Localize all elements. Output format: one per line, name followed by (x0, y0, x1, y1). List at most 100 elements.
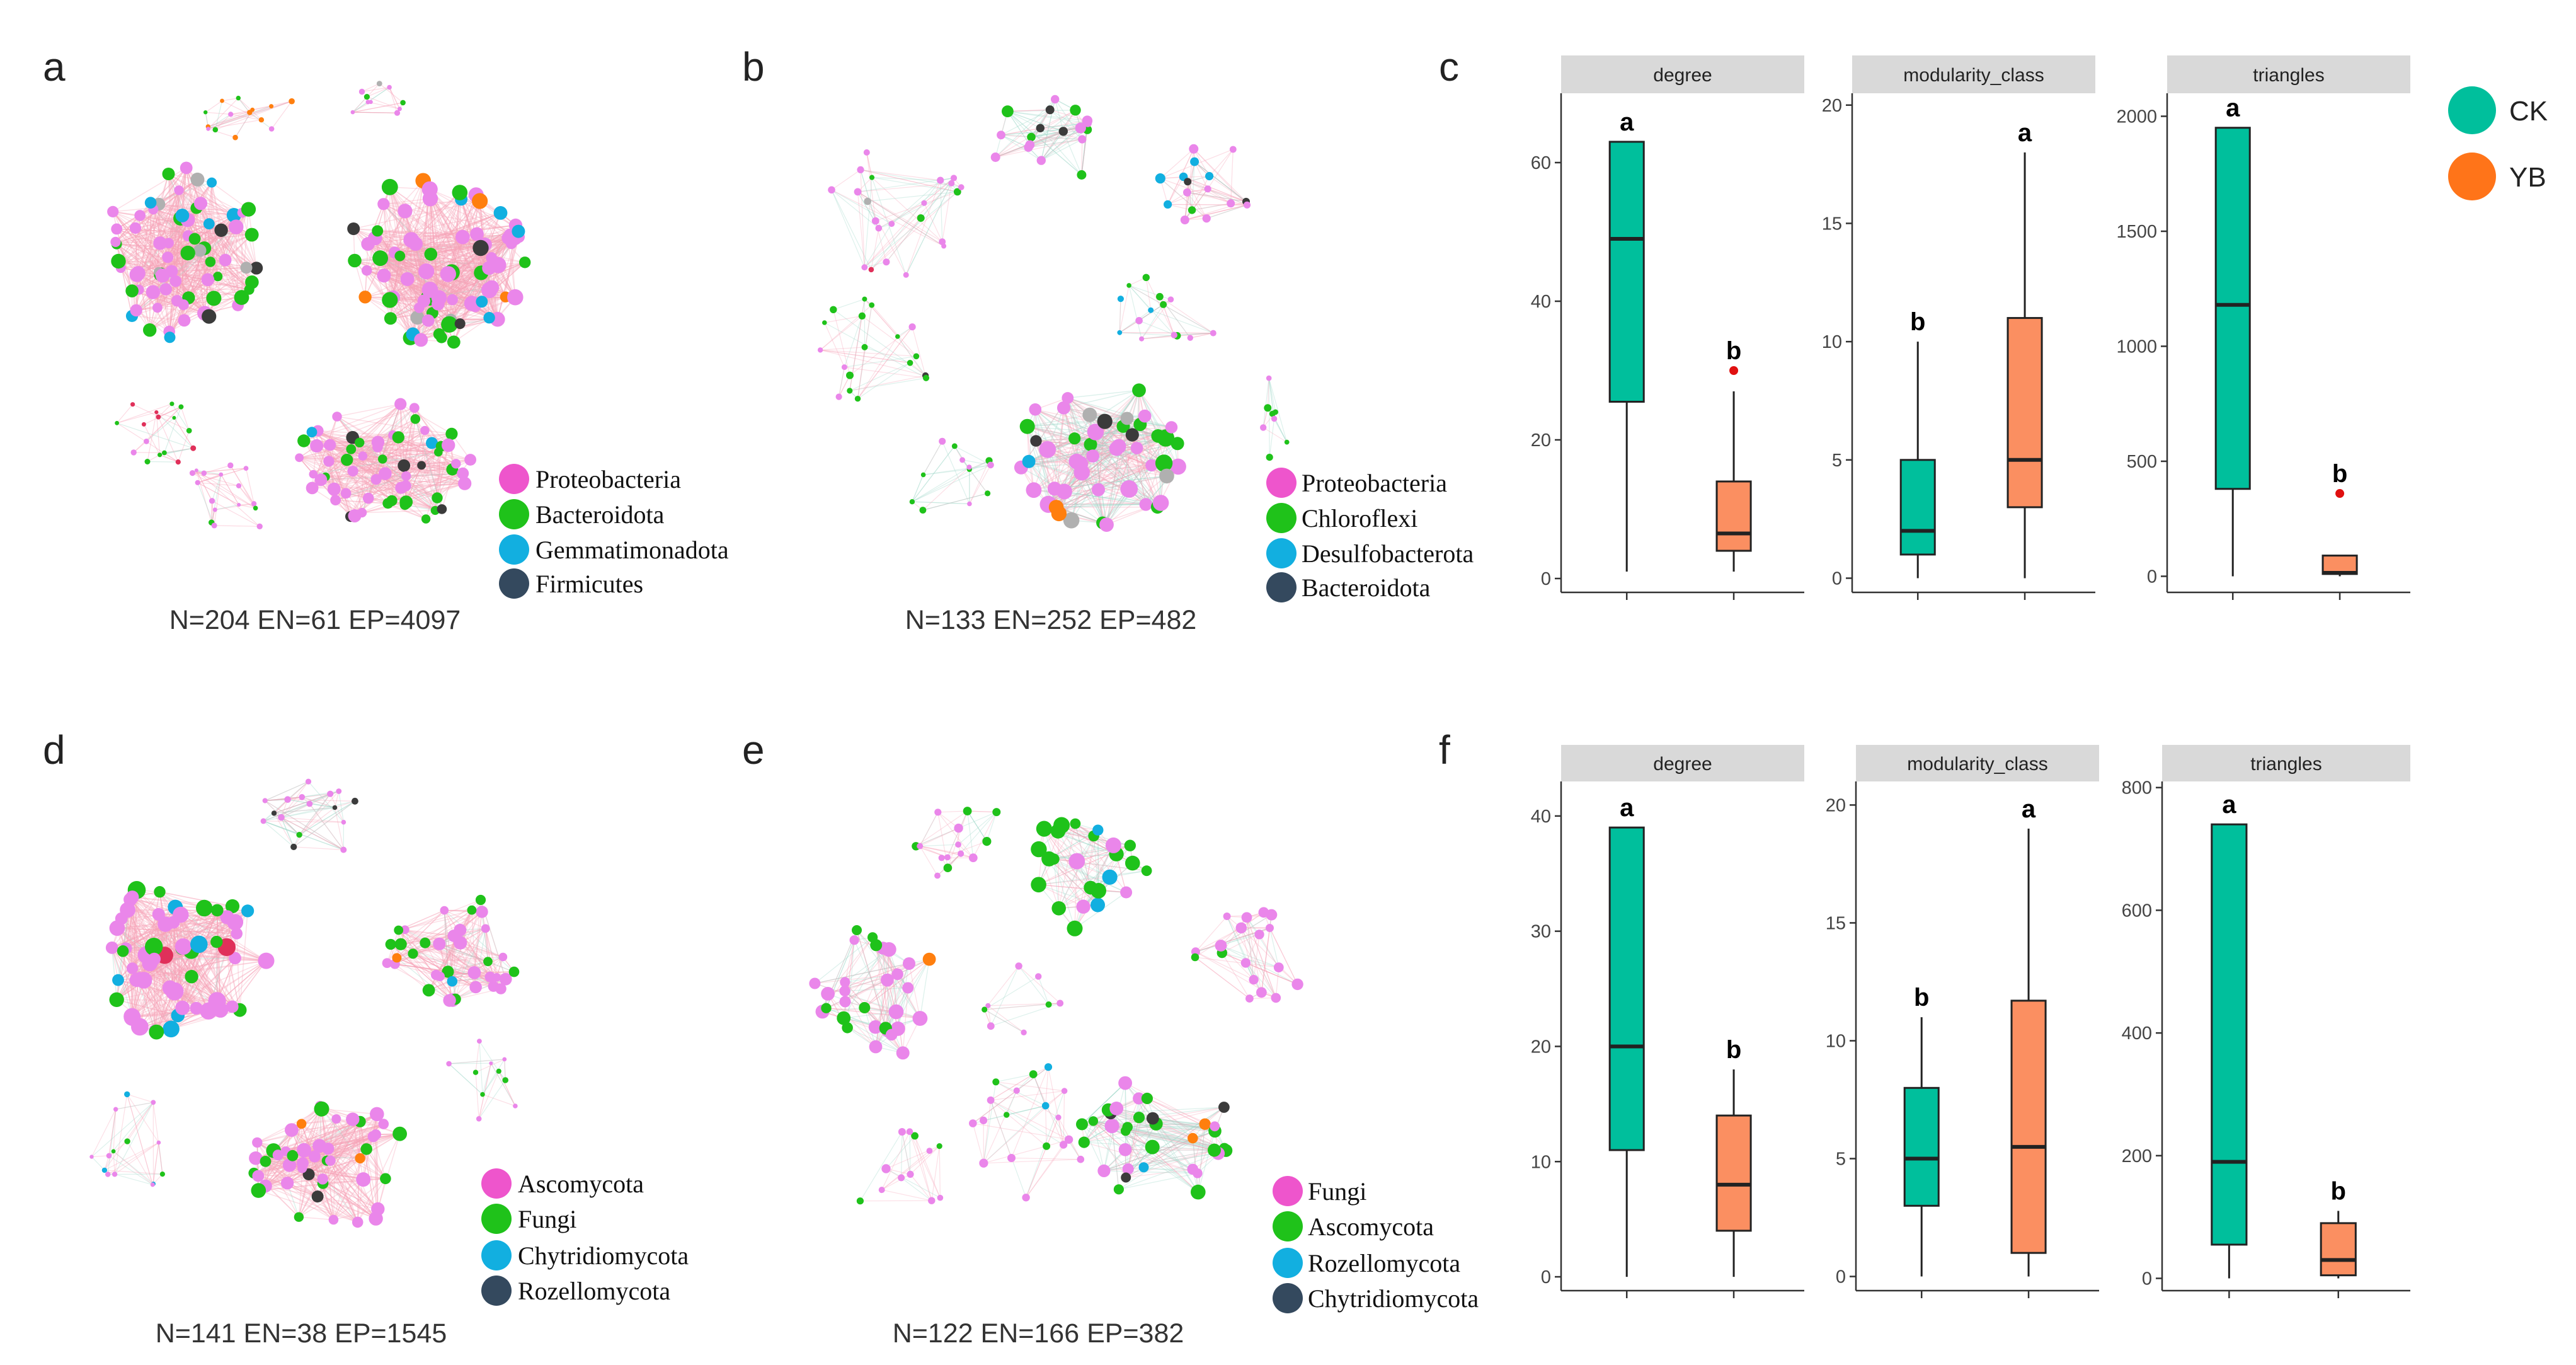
network-edge (352, 96, 367, 113)
network-edge (115, 202, 151, 243)
network-edge (352, 471, 392, 501)
network-edge (380, 258, 483, 302)
network-node (417, 461, 426, 470)
network-node (327, 790, 334, 797)
network-node (377, 198, 390, 210)
network-node (369, 1211, 383, 1226)
network-node (921, 200, 927, 206)
network-node (156, 1140, 161, 1145)
network-node (190, 445, 197, 451)
network-node (441, 316, 458, 333)
network-node (1077, 170, 1087, 180)
network-edge (159, 454, 179, 463)
network-edge (238, 98, 250, 113)
network-edge (113, 211, 222, 231)
network-edge (168, 243, 239, 306)
network-node (433, 937, 446, 950)
network-edge (115, 241, 211, 263)
network-edge (336, 416, 379, 443)
network-edge (299, 457, 352, 517)
network-node (967, 501, 972, 507)
network-edge (220, 474, 239, 505)
network-edge (350, 473, 463, 517)
network-edge (1089, 414, 1145, 417)
network-node (919, 507, 927, 514)
network-edge (320, 479, 363, 514)
network-edge (209, 182, 212, 224)
network-edge (383, 204, 391, 301)
network-edge (375, 224, 516, 239)
network-node (871, 217, 879, 225)
network-edge (304, 407, 415, 442)
network-edge (117, 412, 157, 423)
network-node (1189, 144, 1199, 154)
network-edge (118, 260, 249, 291)
network-a (107, 81, 531, 529)
network-edge (168, 243, 210, 317)
network-node (297, 434, 311, 447)
network-edge (1116, 448, 1147, 505)
network-edge (450, 244, 486, 320)
network-edge (352, 112, 398, 113)
network-edge (377, 230, 425, 301)
network-node (476, 296, 488, 308)
network-node (306, 481, 319, 495)
network-edge (116, 243, 161, 275)
network-edge (1106, 424, 1141, 525)
panel-label-e: e (742, 727, 765, 773)
network-edge (421, 430, 426, 466)
network-edge (1054, 408, 1065, 489)
network-node (1243, 201, 1251, 209)
network-edge (414, 408, 443, 510)
network-node (219, 253, 232, 267)
network-edge (203, 464, 231, 474)
network-edge (352, 112, 398, 113)
network-node (489, 1061, 493, 1066)
network-node (107, 205, 119, 217)
network-edge (208, 109, 253, 127)
network-node (1002, 105, 1014, 118)
network-node (228, 112, 234, 117)
network-node (175, 459, 181, 465)
network-edge (350, 447, 379, 517)
network-edge (299, 446, 442, 459)
network-edge (211, 181, 249, 210)
network-node (256, 523, 263, 529)
network-edge (359, 442, 377, 480)
network-node (211, 522, 217, 529)
network-edge (394, 244, 485, 253)
network-node (175, 209, 190, 222)
network-node (476, 906, 488, 918)
network-edge (406, 180, 424, 280)
network-node (341, 819, 346, 825)
network-node (210, 935, 223, 948)
network-edge (377, 433, 452, 448)
network-node (507, 289, 524, 306)
network-edge (389, 187, 408, 280)
network-node (464, 454, 476, 466)
network-edge (391, 435, 394, 501)
network-edge (231, 112, 250, 115)
network-edge (149, 234, 253, 331)
network-edge (362, 504, 405, 514)
network-node (244, 228, 259, 242)
network-edge (118, 260, 257, 269)
network-node (297, 1143, 312, 1158)
network-node (495, 983, 507, 994)
network-node (1260, 424, 1267, 431)
network-edge (135, 228, 188, 236)
network-edge (135, 260, 226, 311)
network-edge (139, 215, 188, 236)
network-node (1039, 441, 1056, 458)
network-edge (404, 446, 442, 505)
network-edge (328, 444, 383, 460)
network-node (1284, 439, 1290, 445)
network-edge (208, 113, 231, 129)
network-edge (137, 229, 222, 274)
network-node (861, 343, 868, 350)
network-edge (350, 435, 394, 517)
network-node (280, 1177, 294, 1190)
network-node (271, 810, 277, 816)
network-edge (115, 241, 161, 244)
network-edge (178, 190, 243, 298)
